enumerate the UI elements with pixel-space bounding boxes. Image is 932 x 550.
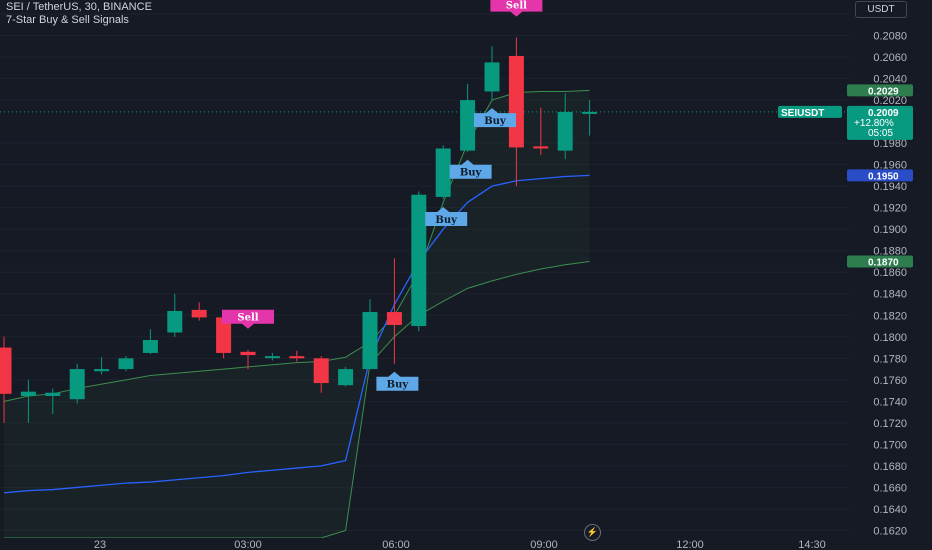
buy-signal: Buy [449, 159, 492, 179]
x-axis-panel [0, 538, 850, 550]
candle-body [264, 356, 280, 359]
y-tick-label: 0.1880 [873, 246, 907, 258]
candle-body [142, 340, 158, 353]
y-tick-label: 0.1740 [873, 396, 907, 408]
price-label-box [847, 169, 913, 182]
currency-button[interactable]: USDT [855, 1, 907, 18]
candle-body [313, 358, 329, 384]
candle-body [460, 100, 476, 151]
x-tick-label: 12:00 [676, 539, 704, 550]
candle-body [240, 351, 256, 356]
x-tick-label: 09:00 [530, 539, 558, 550]
candle-body [167, 310, 183, 333]
y-tick-label: 0.1960 [873, 160, 907, 172]
candle-body [191, 309, 207, 318]
lightning-bolt-icon[interactable]: ⚡ [584, 524, 601, 541]
candle-body [0, 347, 12, 394]
y-tick-label: 0.1780 [873, 353, 907, 365]
y-tick-label: 0.1800 [873, 332, 907, 344]
price-label: 0.2029 [868, 86, 899, 97]
y-tick-label: 0.1760 [873, 375, 907, 387]
y-tick-label: 0.1620 [873, 525, 907, 537]
buy-signal-label: Buy [387, 380, 410, 391]
y-tick-label: 0.1900 [873, 224, 907, 236]
candle-body [118, 358, 134, 370]
symbol-tag-box [778, 105, 842, 118]
y-tick-label: 0.1700 [873, 439, 907, 451]
price-label-box [847, 84, 913, 97]
y-tick-label: 0.2060 [873, 52, 907, 64]
y-tick-label: 0.1660 [873, 482, 907, 494]
buy-signal-label: Buy [460, 168, 483, 179]
y-tick-label: 0.2040 [873, 74, 907, 86]
candle-body [508, 55, 524, 148]
sell-signal: Sell [490, 0, 543, 17]
candle-body [362, 312, 378, 370]
x-tick-label: 03:00 [234, 539, 262, 550]
candle-body [484, 62, 500, 92]
y-tick-label: 0.1680 [873, 461, 907, 473]
last-price-box [847, 105, 913, 140]
y-tick-label: 0.1720 [873, 418, 907, 430]
x-tick-label: 23 [94, 539, 106, 550]
x-tick-label: 06:00 [382, 539, 410, 550]
sell-signal-label: Sell [237, 313, 258, 324]
candle-body [94, 369, 110, 372]
price-label: 0.1950 [868, 171, 899, 182]
candle-body [338, 369, 354, 386]
candle-body [69, 369, 85, 400]
price-label-box [847, 255, 913, 268]
candle-body [386, 312, 402, 325]
y-tick-label: 0.1940 [873, 181, 907, 193]
indicator-title: 7-Star Buy & Sell Signals [6, 14, 129, 26]
candle-body [289, 356, 305, 359]
y-tick-label: 0.2080 [873, 31, 907, 43]
band-fill [4, 90, 590, 538]
y-tick-label: 0.1640 [873, 504, 907, 516]
x-tick-label: 14:30 [798, 539, 826, 550]
buy-signal-label: Buy [484, 116, 507, 127]
buy-signal: Buy [474, 108, 516, 128]
symbol-title: SEI / TetherUS, 30, BINANCE [6, 1, 152, 13]
y-tick-label: 0.2020 [873, 95, 907, 107]
candle-body [20, 391, 36, 396]
candle-body [533, 146, 549, 149]
candle-body [435, 148, 451, 197]
buy-signal: Buy [425, 207, 468, 227]
price-label: 0.1870 [868, 257, 899, 268]
candle-body [582, 111, 598, 114]
last-price-countdown: 05:05 [868, 128, 893, 139]
last-price-change: +12.80% [854, 118, 894, 129]
buy-signal: Buy [376, 371, 419, 391]
sell-signal-label: Sell [506, 1, 527, 12]
last-price-value: 0.2009 [868, 108, 899, 119]
y-tick-label: 0.1980 [873, 138, 907, 150]
mid-line [3, 174, 590, 494]
y-tick-label: 0.1860 [873, 267, 907, 279]
y-tick-label: 0.1840 [873, 289, 907, 301]
symbol-tag: SEIUSDT [781, 108, 824, 119]
buy-signal-label: Buy [435, 215, 458, 226]
candle-body [557, 111, 573, 151]
candle-body [411, 194, 427, 327]
candle-body [45, 392, 61, 396]
candle-body [216, 317, 232, 353]
y-tick-label: 0.1820 [873, 310, 907, 322]
y-tick-label: 0.1920 [873, 203, 907, 215]
sell-signal: Sell [222, 309, 274, 329]
